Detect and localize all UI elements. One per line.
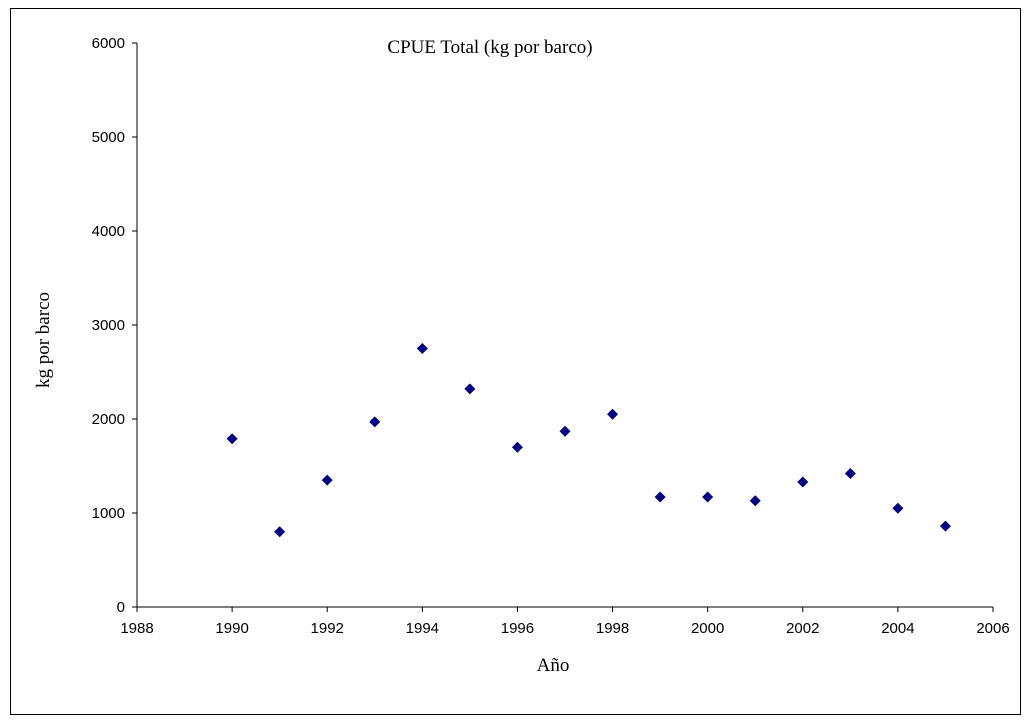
x-tick-label: 1990 [215, 620, 248, 637]
x-tick-label: 1998 [596, 620, 629, 637]
x-tick-label: 2004 [881, 620, 914, 637]
y-tick-label: 3000 [92, 317, 125, 334]
point [797, 476, 809, 488]
x-tick-label: 2002 [786, 620, 819, 637]
y-tick-label: 6000 [92, 35, 125, 52]
y-tick-label: 5000 [92, 129, 125, 146]
point [559, 425, 571, 437]
point [226, 433, 238, 445]
point [892, 502, 904, 514]
y-tick-label: 4000 [92, 223, 125, 240]
x-tick-label: 2006 [976, 620, 1009, 637]
y-axis-label: kg por barco [33, 292, 54, 388]
point [749, 495, 761, 507]
x-tick-label: 2000 [691, 620, 724, 637]
x-tick-label: 1996 [501, 620, 534, 637]
chart-border [10, 8, 1021, 715]
y-tick-label: 2000 [92, 411, 125, 428]
point [321, 474, 333, 486]
point [654, 491, 666, 503]
x-tick-label: 1992 [311, 620, 344, 637]
x-tick-label: 1988 [120, 620, 153, 637]
y-tick-label: 1000 [92, 505, 125, 522]
point [939, 520, 951, 532]
point [369, 416, 381, 428]
y-tick-label: 0 [117, 599, 125, 616]
point [511, 441, 523, 453]
point [607, 408, 619, 420]
point [702, 491, 714, 503]
x-tick-label: 1994 [406, 620, 439, 637]
point [844, 468, 856, 480]
point [416, 343, 428, 354]
point [464, 383, 476, 395]
x-axis-label: Año [537, 655, 570, 676]
point [274, 526, 286, 538]
chart-title: CPUE Total (kg por barco) [387, 37, 592, 58]
